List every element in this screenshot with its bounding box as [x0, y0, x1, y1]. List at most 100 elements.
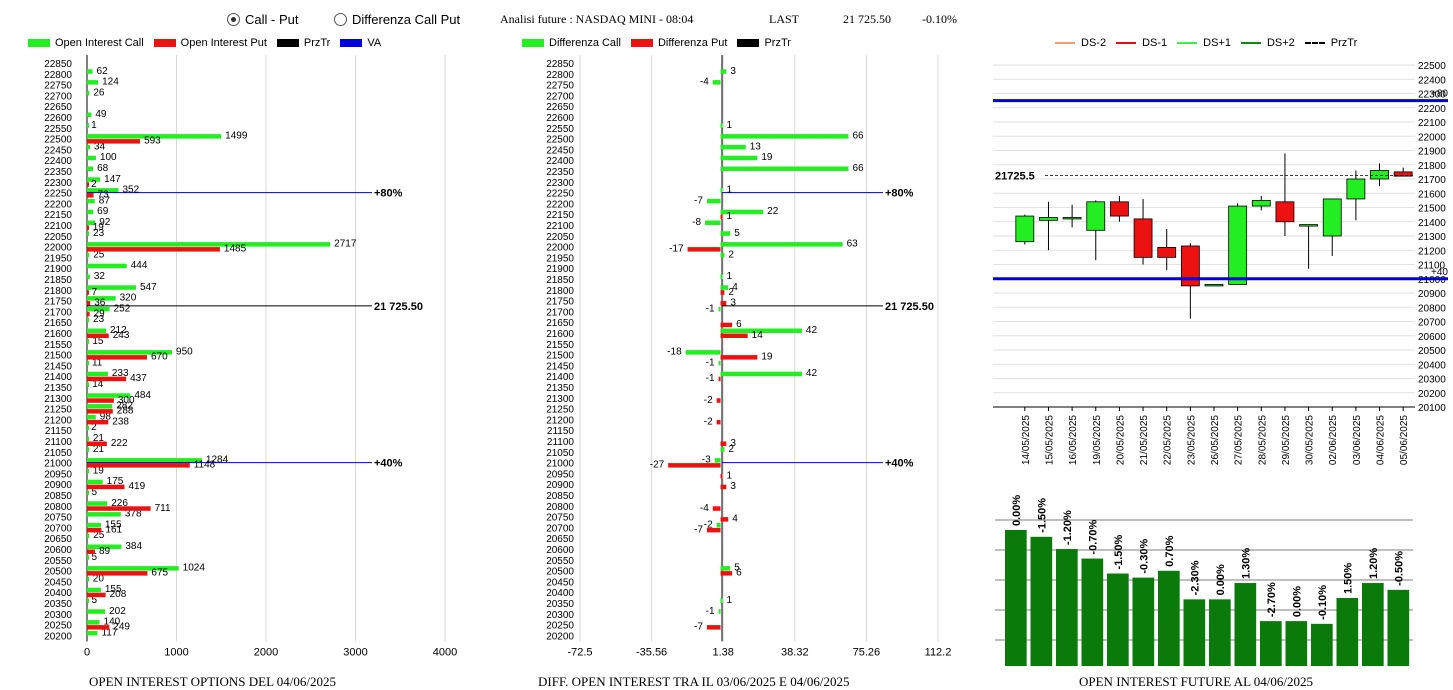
candle-body	[1157, 246, 1177, 258]
strike-label: 20600	[44, 545, 72, 556]
bar-call	[87, 220, 96, 225]
bar-call	[714, 458, 721, 463]
strike-label: 20800	[44, 502, 72, 513]
reference-line-label: +40%	[885, 458, 914, 470]
last-value: 21 725.50	[843, 12, 891, 26]
bar-value-label: 1	[726, 271, 732, 282]
oi-change-label: -1.50%	[1113, 534, 1125, 569]
oi-future-bar	[1132, 577, 1155, 666]
footer-differenza: DIFF. OPEN INTEREST TRA IL 03/06/2025 E …	[538, 674, 850, 689]
bar-call	[87, 490, 89, 495]
bar-call	[87, 188, 119, 193]
strike-label: 21650	[546, 318, 574, 329]
date-label: 22/05/2025	[1163, 415, 1174, 465]
strike-label: 22300	[546, 178, 574, 189]
strike-label: 20500	[546, 567, 574, 578]
bar-call	[718, 306, 721, 312]
oi-future-bar	[1260, 621, 1282, 666]
strike-label: 22550	[546, 124, 574, 135]
bar-call	[87, 447, 89, 452]
bar-value-label: 11	[92, 357, 103, 368]
strike-label: 21750	[44, 297, 72, 308]
bar-call	[87, 555, 89, 560]
legend-future: DS-2 DS-1 DS+1 DS+2 PrzTr	[1055, 37, 1367, 49]
bar-value-label: -17	[669, 244, 684, 255]
bar-value-label: 147	[104, 174, 121, 185]
bar-value-label: 212	[110, 325, 127, 336]
y-tick-label: 21800	[1418, 161, 1446, 172]
bar-value-label: 1024	[183, 563, 206, 574]
legend-swatch	[630, 39, 653, 47]
legend-swatch	[737, 39, 760, 47]
bar-call	[87, 544, 122, 549]
strike-label: 22100	[44, 221, 72, 232]
bar-value-label: 222	[111, 438, 128, 449]
bar-call	[87, 522, 101, 528]
bar-call	[705, 220, 721, 225]
legend-item: DS-1	[1116, 37, 1167, 49]
strike-label: 20400	[546, 588, 574, 599]
strike-label: 20450	[44, 577, 72, 588]
bar-value-label: 2	[728, 287, 734, 298]
candle-body	[1133, 218, 1153, 258]
bar-put	[87, 625, 110, 630]
bar-value-label: -27	[650, 460, 665, 471]
y-tick-label: 21100	[1418, 261, 1446, 272]
bar-value-label: 66	[852, 163, 864, 174]
bar-value-label: 5	[91, 487, 97, 498]
bar-value-label: -18	[667, 347, 682, 358]
x-tick-label: 0	[84, 646, 90, 658]
radio-differenza[interactable]: Differenza Call Put	[334, 12, 460, 27]
bar-value-label: 68	[97, 163, 109, 174]
strike-label: 21100	[45, 437, 73, 448]
bar-call	[87, 566, 179, 571]
strike-label: 20300	[546, 610, 574, 621]
bar-put	[87, 441, 107, 446]
candle-body	[1346, 178, 1366, 200]
legend-label: Open Interest Put	[180, 37, 267, 49]
reference-line-label: 21 725.50	[374, 301, 423, 313]
legend-item: PrzTr	[737, 37, 791, 49]
strike-label: 21800	[546, 286, 574, 297]
strike-label: 21550	[44, 340, 72, 351]
legend-item: PrzTr	[1304, 37, 1357, 49]
bar-value-label: 711	[155, 503, 171, 514]
bar-value-label: 15	[92, 336, 104, 347]
strike-label: 20300	[44, 610, 72, 621]
y-tick-label: 21700	[1418, 175, 1446, 186]
bar-call	[718, 609, 721, 614]
y-tick-label: 22100	[1418, 118, 1446, 129]
strike-label: 20250	[44, 621, 72, 632]
strike-label: 22600	[44, 113, 72, 124]
bar-value-label: 22	[767, 206, 779, 217]
strike-label: 22100	[546, 221, 574, 232]
bar-call	[706, 198, 721, 204]
bar-value-label: 593	[144, 136, 161, 147]
oi-future-bar	[1311, 623, 1333, 666]
bar-value-label: 14	[752, 330, 764, 341]
bar-value-label: 2	[91, 422, 97, 433]
strike-label: 21300	[546, 394, 574, 405]
strike-label: 22750	[44, 81, 72, 92]
bar-call	[720, 371, 802, 377]
x-tick-label: -72.5	[567, 646, 592, 658]
bar-put	[706, 625, 721, 630]
strike-label: 22700	[44, 91, 72, 102]
bar-call	[87, 479, 103, 485]
strike-label: 21350	[546, 383, 574, 394]
candle-body	[1180, 245, 1200, 287]
bar-call	[87, 371, 108, 377]
bar-value-label: 66	[852, 131, 864, 142]
radio-call-put[interactable]: Call - Put	[227, 12, 298, 27]
bar-value-label: 282	[116, 401, 133, 412]
bar-value-label: -4	[700, 77, 709, 88]
reference-line-label: 21 725.50	[885, 301, 934, 313]
candle-body	[1275, 201, 1295, 223]
bar-put	[87, 549, 95, 554]
bar-value-label: 62	[97, 66, 109, 77]
strike-label: 20200	[546, 631, 574, 642]
legend-item: DS-2	[1055, 37, 1106, 49]
legend-label: Differenza Put	[657, 37, 728, 49]
strike-label: 22850	[546, 59, 574, 70]
bar-put	[712, 506, 721, 511]
